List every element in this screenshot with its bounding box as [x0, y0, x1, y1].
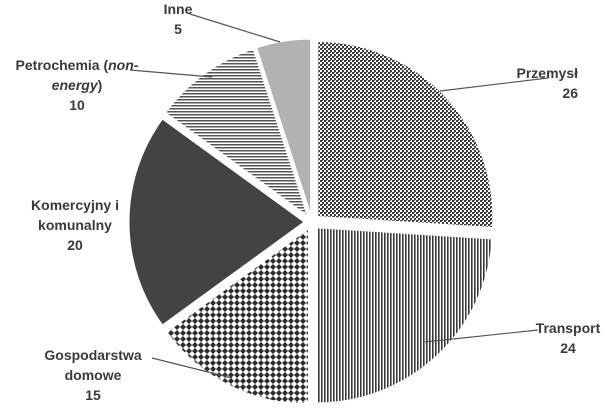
pie-slice-komercyjny-i-komunalny [128, 118, 305, 326]
pie-slice-petrochemia-non-energy [165, 48, 309, 217]
pie-slice-przemysł [317, 41, 494, 229]
pie-slice-inne [256, 38, 312, 215]
data-label: Gospodarstwa domowe 15 [44, 347, 141, 403]
leader-line [129, 69, 213, 78]
leader-line [424, 329, 539, 343]
pie-slices [128, 38, 494, 405]
data-label: Komercyjny i komunalny 20 [31, 197, 119, 253]
data-label: Inne 5 [164, 1, 193, 37]
data-label: Transport 24 [536, 320, 601, 356]
pie-slice-transport [316, 227, 493, 404]
data-label: Petrochemia (non-energy) 10 [16, 57, 139, 113]
pie-leader-lines [129, 13, 549, 379]
leader-line [151, 357, 233, 379]
leader-line [439, 77, 549, 92]
pie-labels: Przemysł 26 Transport 24 Gospodarstwa domowe 1… [16, 1, 601, 403]
leader-line [189, 13, 281, 43]
data-label: Przemysł 26 [517, 65, 579, 101]
